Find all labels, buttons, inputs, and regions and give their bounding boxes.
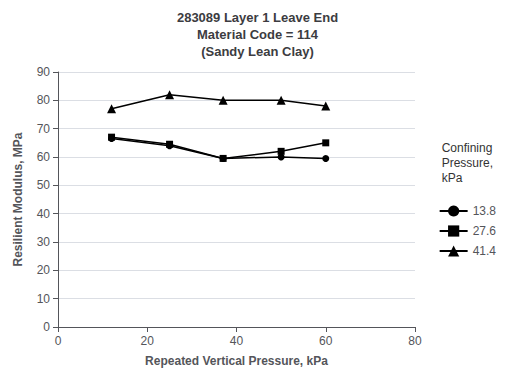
svg-text:0: 0 <box>55 334 62 348</box>
svg-text:(Sandy Lean Clay): (Sandy Lean Clay) <box>201 44 314 59</box>
svg-text:40: 40 <box>37 207 51 221</box>
svg-text:Confining: Confining <box>442 141 493 155</box>
svg-text:20: 20 <box>141 334 155 348</box>
svg-text:70: 70 <box>37 122 51 136</box>
svg-text:30: 30 <box>37 235 51 249</box>
svg-text:Repeated Vertical Pressure, kP: Repeated Vertical Pressure, kPa <box>145 354 328 368</box>
svg-text:60: 60 <box>319 334 333 348</box>
svg-text:27.6: 27.6 <box>473 224 497 238</box>
svg-text:50: 50 <box>37 178 51 192</box>
svg-text:10: 10 <box>37 292 51 306</box>
svg-text:80: 80 <box>37 93 51 107</box>
svg-text:80: 80 <box>408 334 422 348</box>
svg-text:283089 Layer 1 Leave End: 283089 Layer 1 Leave End <box>177 10 338 25</box>
svg-text:0: 0 <box>43 320 50 334</box>
svg-text:Resilient Modulus, MPa: Resilient Modulus, MPa <box>11 132 25 266</box>
svg-text:13.8: 13.8 <box>473 204 497 218</box>
svg-text:90: 90 <box>37 65 51 79</box>
svg-text:41.4: 41.4 <box>473 244 497 258</box>
svg-text:kPa: kPa <box>442 171 463 185</box>
svg-text:60: 60 <box>37 150 51 164</box>
svg-text:40: 40 <box>230 334 244 348</box>
svg-text:Material Code = 114: Material Code = 114 <box>197 27 319 42</box>
svg-text:20: 20 <box>37 263 51 277</box>
svg-text:Pressure,: Pressure, <box>442 156 493 170</box>
